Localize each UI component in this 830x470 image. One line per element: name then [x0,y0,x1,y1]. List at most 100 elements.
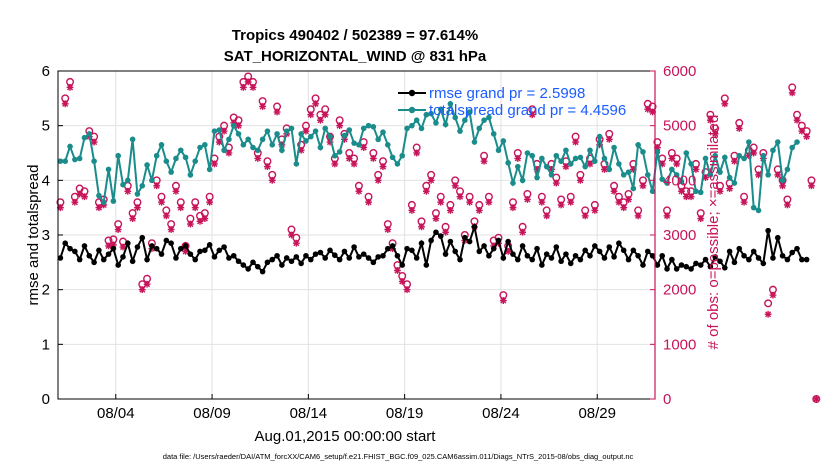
rmse-point [736,245,743,252]
rmse-point [784,256,791,263]
totalspread-point [669,166,675,173]
totalspread-point [707,172,714,178]
totalspread-point [129,136,136,143]
totalspread-point [370,123,377,130]
obs-assimilated-stroke [66,84,74,91]
rmse-point [269,256,276,263]
obs-assimilated-stroke [601,166,608,173]
totalspread-point [514,163,521,170]
x-tick-label: 08/19 [386,405,424,422]
rmse-point [717,258,723,265]
rmse-point [548,255,555,261]
obs-assimilated-point [119,243,127,251]
totalspread-point [543,163,550,170]
obs-assimilated-point [437,198,445,206]
rmse-point [572,252,579,259]
obs-assimilated-stroke [196,218,204,225]
rmse-point [558,258,564,265]
totalspread-point [312,128,319,134]
obs-assimilated-stroke [442,229,449,236]
obs-assimilated-point [369,155,377,162]
rmse-point [750,248,757,255]
obs-assimilated-point [591,207,599,214]
obs-assimilated-stroke [351,160,358,167]
totalspread-point [394,161,401,167]
rmse-point [370,259,377,266]
obs-assimilated-point [678,187,685,195]
totalspread-point [144,162,150,168]
rmse-point [356,254,362,260]
rmse-point [481,243,487,249]
totalspread-point [57,158,64,164]
totalspread-point [245,136,251,143]
rmse-point [693,260,699,267]
rmse-point [404,245,410,252]
obs-assimilated-point [639,182,647,190]
obs-assimilated-stroke [635,212,642,219]
obs-assimilated-stroke [119,243,127,251]
totalspread-point [462,117,468,123]
totalspread-point [476,125,483,132]
obs-assimilated-stroke [163,212,170,219]
obs-assimilated-stroke [211,160,218,167]
y-tick-label: 5 [42,118,50,135]
obs-assimilated-point [764,310,772,318]
rmse-point [640,262,646,268]
rmse-point [120,254,126,260]
totalspread-point [177,147,184,154]
totalspread-point [428,110,434,117]
obs-assimilated-stroke [129,215,136,222]
totalspread-point [240,142,247,148]
rmse-point [760,260,767,267]
rmse-point [779,252,786,259]
obs-assimilated-point [316,116,324,124]
obs-assimilated-stroke [144,281,151,288]
obs-assimilated-stroke [683,193,690,200]
obs-assimilated-stroke [668,155,675,162]
rmse-point [91,259,97,266]
rmse-point [476,248,483,255]
obs-assimilated-stroke [158,199,165,206]
obs-assimilated-stroke [721,100,728,107]
obs-assimilated-stroke [225,149,232,157]
totalspread-point [693,188,699,195]
obs-assimilated-stroke [153,182,160,189]
obs-assimilated-stroke [384,226,391,233]
obs-assimilated-stroke [798,128,805,135]
totalspread-point [168,169,174,175]
obs-assimilated-point [793,116,801,124]
rmse-point [110,245,117,252]
rmse-point [177,245,184,252]
totalspread-point [553,152,560,159]
obs-assimilated-point [673,160,681,168]
totalspread-point [481,117,487,123]
totalspread-point [303,138,309,144]
legend-rmse-label: rmse grand pr = 2.5998 [429,85,585,102]
rmse-point [72,248,78,255]
totalspread-point [351,140,357,146]
obs-assimilated-point [57,204,64,212]
rmse-point [255,263,261,270]
obs-assimilated-point [524,196,531,203]
totalspread-point [110,198,117,204]
obs-assimilated-point [485,198,493,206]
rmse-point [577,256,584,263]
obs-assimilated-stroke [649,108,656,116]
legend-totalspread-marker [408,106,416,114]
rmse-point [741,252,747,259]
obs-assimilated-stroke [399,278,406,285]
totalspread-point [91,158,97,164]
x-tick-label: 08/29 [578,405,616,422]
rmse-point [688,266,694,272]
totalspread-point [760,152,767,159]
obs-assimilated-stroke [139,286,146,293]
totalspread-point [678,178,685,185]
totalspread-point [211,128,218,134]
totalspread-point [722,154,728,161]
y-tick-label: 4 [42,172,50,189]
obs-assimilated-point [211,160,218,168]
obs-assimilated-stroke [254,155,261,162]
obs-assimilated-stroke [741,199,748,206]
rmse-point [495,237,502,244]
obs-assimilated-stroke [423,188,430,195]
